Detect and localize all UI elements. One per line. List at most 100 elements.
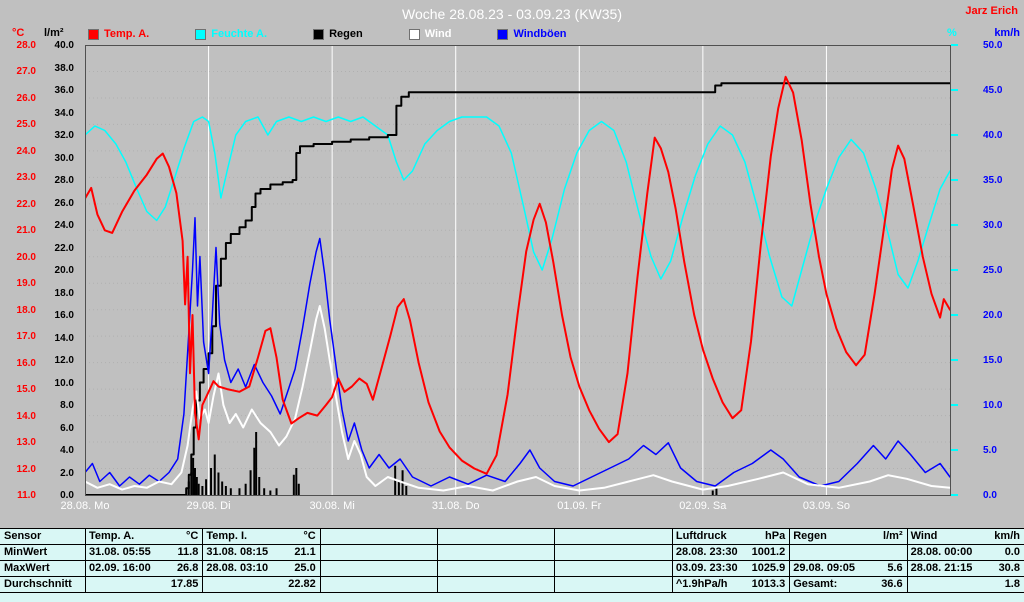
stats-cell	[907, 577, 981, 592]
chart-plot-area[interactable]	[85, 45, 951, 496]
legend-item-2: Regen	[313, 28, 363, 40]
stats-cell	[394, 545, 437, 560]
stats-column-divider	[672, 529, 673, 593]
stats-cell	[437, 529, 511, 544]
axis-tick-label: 2.0	[60, 467, 74, 479]
stats-cell: 21.1	[294, 546, 316, 558]
stats-column-divider	[789, 529, 790, 593]
axis-tick-label: 18.0	[16, 304, 36, 316]
stats-cell: 25.0	[294, 562, 316, 574]
stats-cell: 28.08. 00:00	[910, 546, 973, 558]
stats-table: Sensor Temp. A. °C Temp. I. °C Luftdruck hPa Re…	[0, 528, 1024, 602]
legend-item-3: Wind	[408, 28, 452, 40]
stats-cell	[394, 561, 437, 576]
legend-swatch	[497, 28, 509, 40]
stats-cell: ^1.9hPa/h	[675, 578, 728, 590]
stats-cell	[437, 561, 511, 576]
axis-tick-label: 12.0	[54, 355, 74, 366]
axis-tick-label: 12.0	[16, 463, 36, 475]
stats-cell: 11.8	[177, 546, 199, 558]
axis-tick-label: 16.0	[54, 310, 74, 321]
axis-tick-label: 24.0	[16, 145, 36, 157]
stats-cell: Wind	[910, 530, 938, 542]
legend-swatch	[408, 28, 420, 40]
stats-cell	[863, 545, 906, 560]
stats-cell	[394, 529, 437, 544]
legend-label: Windböen	[513, 28, 567, 40]
axis-tick-label: 27.0	[16, 66, 36, 78]
legend-swatch	[195, 28, 207, 40]
legend-item-0: Temp. A.	[88, 28, 149, 40]
axis-tick-label: 10.0	[983, 400, 1003, 411]
stats-cell	[789, 545, 863, 560]
stats-cell: Temp. A.	[88, 530, 135, 542]
axis-tick-label: 25.0	[16, 119, 36, 131]
stats-cell	[320, 561, 394, 576]
stats-column-divider	[85, 529, 86, 593]
stats-cell	[554, 529, 628, 544]
axis-tick-label: 36.0	[54, 85, 74, 96]
axis-tick-label: 23.0	[16, 172, 36, 184]
stats-cell: 5.6	[887, 562, 903, 574]
x-axis-label: 29.08. Di	[186, 500, 231, 512]
stats-cell: 17.85	[170, 578, 199, 590]
stats-cell: 29.08. 09:05	[793, 562, 856, 574]
humidity-axis-ticks	[951, 44, 958, 496]
stats-cell	[628, 545, 671, 560]
axis-tick-label: 0.0	[60, 490, 74, 501]
axis-tick-label: 20.0	[983, 310, 1003, 321]
axis-tick-label: 50.0	[983, 40, 1003, 51]
stats-cell	[628, 529, 671, 544]
legend-label: Temp. A.	[104, 28, 150, 40]
stats-cell	[554, 561, 628, 576]
stats-column-divider	[320, 529, 321, 593]
axis-tick-label: 40.0	[983, 130, 1003, 141]
humidity-tick-mark	[951, 494, 958, 496]
stats-column-divider	[437, 529, 438, 593]
stats-cell	[202, 577, 276, 592]
stats-cell	[437, 577, 511, 592]
stats-cell: 26.8	[176, 562, 199, 574]
axis-tick-label: 24.0	[54, 220, 74, 231]
legend-label: Regen	[329, 28, 363, 40]
axis-tick-label: 21.0	[16, 225, 36, 237]
stats-cell: 1.8	[1004, 578, 1020, 590]
x-axis-label: 30.08. Mi	[309, 500, 355, 512]
axis-tick-label: 6.0	[60, 422, 74, 434]
axis-tick-label: 20.0	[54, 265, 74, 276]
temp-axis-labels: 28.0 27.0 26.0 25.0 24.0 23.0 22.0 21.0 20.0 19.0…	[2, 40, 36, 501]
stats-column-divider	[202, 529, 203, 593]
station-name: Jarz Erich	[965, 5, 1018, 17]
stats-cell	[511, 545, 554, 560]
humidity-tick-mark	[951, 449, 958, 451]
stats-cell: 28.08. 21:15	[910, 562, 973, 574]
x-axis-label: 02.09. Sa	[679, 500, 727, 512]
stats-cell: 03.09. 23:30	[675, 562, 738, 574]
stats-row-header: Durchschnitt	[4, 578, 72, 590]
axis-tick-label: 11.0	[17, 490, 36, 501]
wind-axis-unit: km/h	[994, 27, 1020, 39]
axis-tick-label: 34.0	[54, 107, 74, 119]
stats-cell	[511, 529, 554, 544]
axis-tick-label: 0.0	[983, 490, 997, 501]
stats-cell	[554, 545, 628, 560]
x-axis-label: 31.08. Do	[431, 500, 480, 512]
stats-cell: Luftdruck	[675, 530, 727, 542]
humidity-tick-mark	[951, 404, 958, 406]
humidity-tick-mark	[951, 179, 958, 181]
stats-cell: 1013.3	[751, 578, 786, 590]
stats-cell: 28.08. 23:30	[675, 546, 738, 558]
stats-cell: 31.08. 08:15	[206, 546, 269, 558]
axis-tick-label: 14.0	[54, 332, 74, 344]
humidity-tick-mark	[951, 269, 958, 271]
humidity-tick-mark	[951, 89, 958, 91]
legend-item-1: Feuchte A.	[195, 28, 267, 40]
legend-label: Feuchte A.	[211, 28, 268, 40]
axis-tick-label: 22.0	[16, 198, 36, 210]
axis-tick-label: 26.0	[54, 197, 74, 209]
stats-cell: 28.08. 03:10	[206, 562, 269, 574]
humidity-tick-mark	[951, 44, 958, 46]
axis-tick-label: 18.0	[54, 287, 74, 299]
stats-cell	[511, 561, 554, 576]
legend-label: Wind	[424, 28, 452, 40]
